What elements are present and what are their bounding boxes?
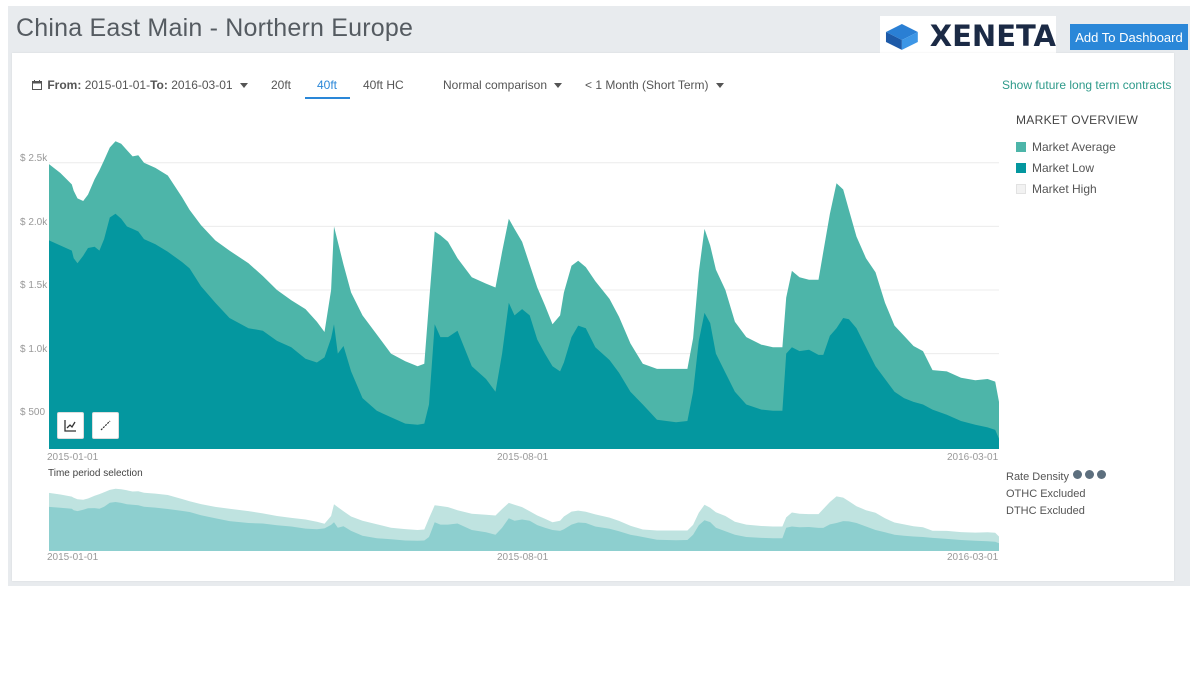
date-range-picker[interactable]: From: 2015-01-01-To: 2016-03-01	[32, 78, 248, 92]
y-tick-label: $ 500	[20, 407, 46, 418]
chart-panel: From: 2015-01-01-To: 2016-03-01 20ft 40f…	[12, 53, 1174, 581]
add-to-dashboard-button[interactable]: Add To Dashboard	[1070, 24, 1188, 50]
term-dropdown[interactable]: < 1 Month (Short Term)	[585, 78, 724, 92]
trend-line-toggle-button[interactable]	[92, 412, 119, 439]
chevron-down-icon	[554, 83, 563, 89]
legend-title: MARKET OVERVIEW	[1016, 113, 1139, 127]
date-to-value: 2016-03-01	[171, 78, 233, 92]
legend-label: Market High	[1032, 182, 1097, 196]
legend-item-market-average[interactable]: Market Average	[1016, 140, 1116, 154]
chevron-down-icon	[239, 83, 248, 89]
tab-40ft[interactable]: 40ft	[317, 78, 338, 92]
date-from-label: From:	[47, 78, 82, 92]
comparison-value: Normal comparison	[443, 78, 548, 92]
main-area-chart[interactable]	[49, 131, 999, 449]
legend-label: Market Average	[1032, 140, 1116, 154]
time-period-selector-chart[interactable]	[49, 481, 999, 551]
rate-density-indicator[interactable]	[1073, 470, 1106, 479]
xeneta-logo: XENETA	[880, 16, 1056, 56]
dthc-toggle[interactable]: DTHC Excluded	[1006, 505, 1085, 517]
density-dot	[1073, 470, 1082, 479]
date-from-value: 2015-01-01-	[84, 78, 151, 92]
legend-label: Market Low	[1032, 161, 1095, 175]
chevron-down-icon	[715, 83, 724, 89]
legend-swatch	[1016, 163, 1026, 173]
x-tick-label: 2015-08-01	[497, 452, 549, 463]
logo-wordmark: XENETA	[929, 19, 1056, 53]
term-value: < 1 Month (Short Term)	[585, 78, 709, 92]
series-area-market-low[interactable]	[49, 213, 999, 449]
date-to-label: To:	[150, 78, 168, 92]
active-tab-indicator	[305, 97, 350, 99]
legend-swatch	[1016, 142, 1026, 152]
density-dot	[1097, 470, 1106, 479]
x-tick-label: 2016-03-01	[947, 452, 999, 463]
app-frame: China East Main - Northern Europe XENETA…	[8, 6, 1190, 586]
y-tick-label: $ 2.5k	[20, 153, 48, 164]
tab-40ft-hc[interactable]: 40ft HC	[363, 78, 404, 92]
tab-20ft[interactable]: 20ft	[271, 78, 292, 92]
legend-swatch	[1016, 184, 1026, 194]
othc-toggle[interactable]: OTHC Excluded	[1006, 488, 1086, 500]
legend-item-market-low[interactable]: Market Low	[1016, 161, 1094, 175]
y-tick-label: $ 1.5k	[20, 280, 48, 291]
line-chart-toggle-button[interactable]	[57, 412, 84, 439]
line-chart-icon	[64, 420, 76, 432]
y-tick-label: $ 2.0k	[20, 217, 48, 228]
comparison-dropdown[interactable]: Normal comparison	[443, 78, 563, 92]
calendar-icon	[32, 80, 42, 90]
x-tick-label: 2015-01-01	[47, 552, 99, 563]
trend-icon	[100, 420, 111, 431]
y-tick-label: $ 1.0k	[20, 344, 48, 355]
x-tick-label: 2015-08-01	[497, 552, 549, 563]
cube-logo-icon	[885, 24, 918, 50]
future-contracts-link[interactable]: Show future long term contracts	[1002, 78, 1172, 92]
page-title: China East Main - Northern Europe	[16, 14, 414, 42]
series-area-market-low[interactable]	[49, 502, 999, 551]
x-tick-label: 2016-03-01	[947, 552, 999, 563]
density-dot	[1085, 470, 1094, 479]
time-period-label: Time period selection	[48, 468, 143, 479]
x-tick-label: 2015-01-01	[47, 452, 99, 463]
rate-density-label: Rate Density	[1006, 471, 1069, 483]
legend-item-market-high[interactable]: Market High	[1016, 182, 1097, 196]
